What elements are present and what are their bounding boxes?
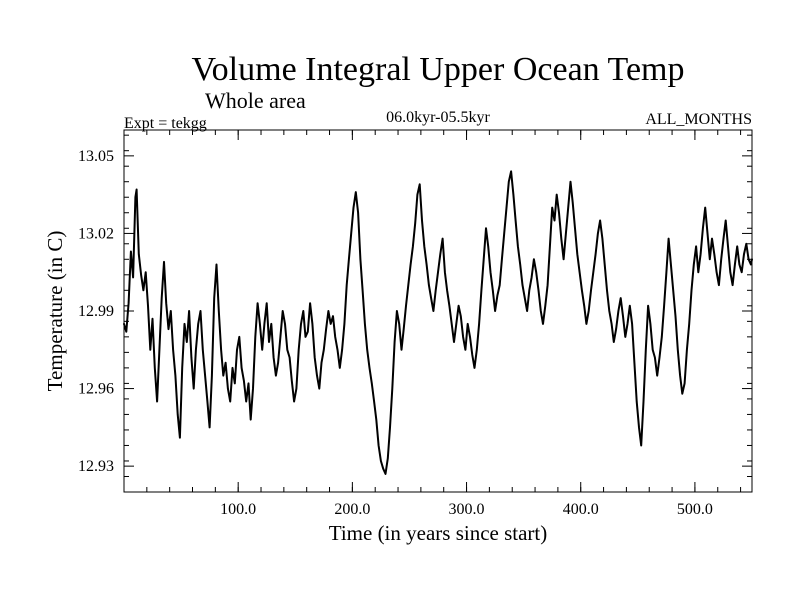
chart-title: Volume Integral Upper Ocean Temp	[192, 51, 685, 88]
x-tick-label: 200.0	[334, 501, 370, 518]
experiment-label: Expt = tekgg	[124, 115, 207, 132]
chart-subtitle: Whole area	[205, 88, 306, 113]
y-tick-label: 12.96	[78, 381, 114, 398]
x-tick-label: 500.0	[677, 501, 713, 518]
y-axis-ticks	[124, 134, 752, 477]
x-tick-label: 100.0	[220, 501, 256, 518]
period-label: 06.0kyr-05.5kyr	[386, 109, 490, 126]
x-tick-label: 400.0	[563, 501, 599, 518]
y-tick-label: 12.99	[78, 303, 114, 320]
temperature-series-line	[123, 170, 753, 475]
y-tick-label: 13.02	[78, 225, 114, 242]
y-tick-label: 13.05	[78, 148, 114, 165]
x-axis-label: Time (in years since start)	[329, 521, 548, 545]
y-axis-label: Temperature (in C)	[43, 231, 67, 392]
x-axis-tick-labels: 100.0 200.0 300.0 400.0 500.0	[220, 501, 713, 518]
months-label: ALL_MONTHS	[645, 111, 752, 128]
y-tick-label: 12.93	[78, 458, 114, 475]
x-tick-label: 300.0	[449, 501, 485, 518]
x-axis-ticks	[146, 130, 742, 492]
plot-frame	[123, 129, 753, 493]
y-axis-tick-labels: 12.93 12.96 12.99 13.02 13.05	[78, 148, 114, 475]
